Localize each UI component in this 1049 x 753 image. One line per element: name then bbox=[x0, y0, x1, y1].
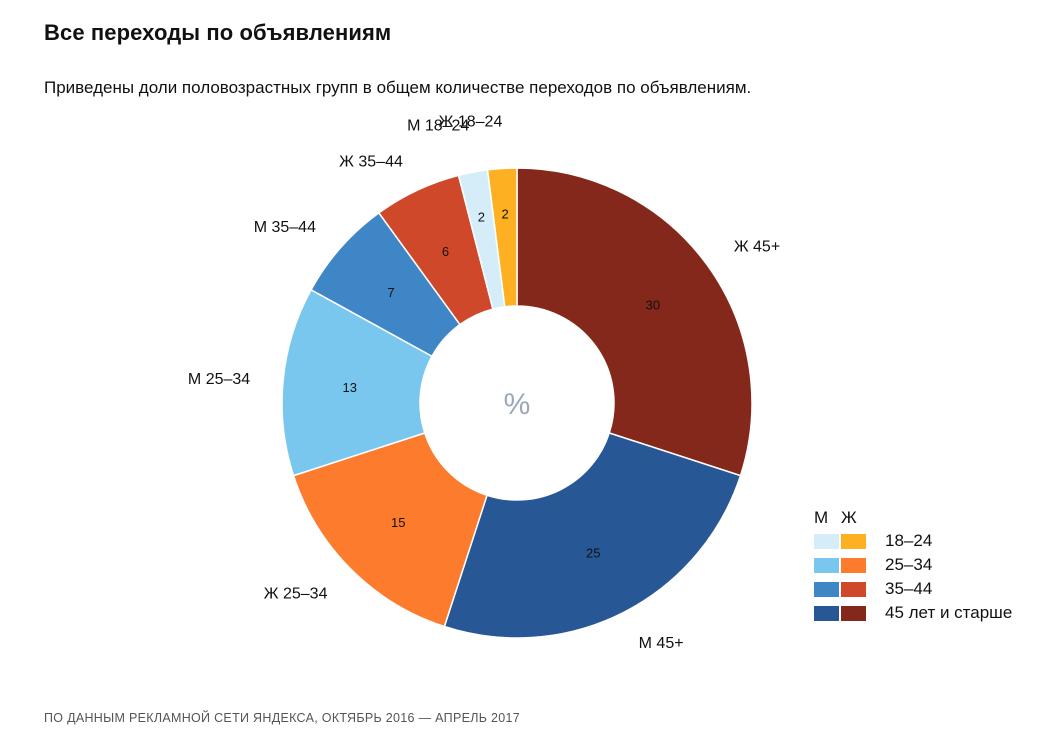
legend-swatch-female bbox=[841, 557, 866, 573]
donut-chart: 30 25 15 13 7 6 2 2 Ж 45+ М 45+ Ж 25–34 М 25–34 М 3… bbox=[188, 114, 780, 652]
legend-swatch-male bbox=[814, 557, 839, 573]
value-label-м-25-34: 13 bbox=[343, 380, 357, 395]
legend-header: М Ж bbox=[814, 507, 1012, 529]
slice-м-45 bbox=[443, 432, 742, 639]
legend-swatch-female bbox=[841, 533, 866, 549]
slice-label-м-45: М 45+ bbox=[639, 635, 684, 652]
legend: М Ж 18–24 25–34 35–44 45 лет и старше bbox=[814, 507, 1012, 625]
slice-label-ж-25-34: Ж 25–34 bbox=[264, 586, 328, 603]
slice-labels: Ж 45+ М 45+ Ж 25–34 М 25–34 М 35–44 Ж 35–44 М … bbox=[188, 114, 780, 652]
slice-label-м-25-34: М 25–34 bbox=[188, 371, 250, 388]
legend-row-1: 25–34 bbox=[814, 553, 1012, 577]
slice-ж-18-24 bbox=[486, 167, 518, 308]
value-labels: 30 25 15 13 7 6 2 2 bbox=[343, 206, 661, 560]
value-label-м-35-44: 7 bbox=[387, 285, 394, 300]
value-label-ж-25-34: 15 bbox=[391, 515, 405, 530]
chart-title: Все переходы по объявлениям bbox=[44, 20, 392, 45]
value-label-м-45: 25 bbox=[586, 546, 600, 561]
legend-label: 18–24 bbox=[885, 531, 933, 550]
legend-row-3: 45 лет и старше bbox=[814, 601, 1012, 625]
legend-swatch-male bbox=[814, 533, 839, 549]
slice-label-м-18-24: М 18–24 bbox=[407, 118, 469, 135]
legend-rows: 18–24 25–34 35–44 45 лет и старше bbox=[814, 529, 1012, 625]
value-label-ж-18-24: 2 bbox=[501, 206, 508, 221]
value-label-ж-35-44: 6 bbox=[442, 244, 449, 259]
legend-label: 25–34 bbox=[885, 555, 933, 574]
legend-label: 45 лет и старше bbox=[885, 603, 1013, 622]
slice-ж-45 bbox=[516, 167, 753, 477]
slice-label-ж-35-44: Ж 35–44 bbox=[339, 154, 403, 171]
legend-label: 35–44 bbox=[885, 579, 933, 598]
slice-label-м-35-44: М 35–44 bbox=[254, 219, 316, 236]
slice-label-ж-18-24: Ж 18–24 bbox=[439, 114, 503, 131]
legend-header-male: М bbox=[814, 508, 829, 527]
donut-slices bbox=[281, 167, 753, 639]
legend-row-2: 35–44 bbox=[814, 577, 1012, 601]
source-note: ПО ДАННЫМ РЕКЛАМНОЙ СЕТИ ЯНДЕКСА, ОКТЯБР… bbox=[44, 711, 521, 725]
legend-swatch-male bbox=[814, 581, 839, 597]
slice-ж-25-34 bbox=[292, 432, 488, 628]
center-label: % bbox=[504, 388, 531, 421]
chart-subtitle: Приведены доли половозрастных групп в об… bbox=[44, 78, 752, 97]
value-label-м-18-24: 2 bbox=[478, 209, 485, 224]
legend-row-0: 18–24 bbox=[814, 529, 1012, 553]
legend-swatch-male bbox=[814, 605, 839, 621]
slice-label-ж-45: Ж 45+ bbox=[734, 238, 780, 255]
legend-header-female: Ж bbox=[841, 508, 857, 527]
value-label-ж-45: 30 bbox=[646, 297, 660, 312]
legend-swatch-female bbox=[841, 581, 866, 597]
legend-swatch-female bbox=[841, 605, 866, 621]
